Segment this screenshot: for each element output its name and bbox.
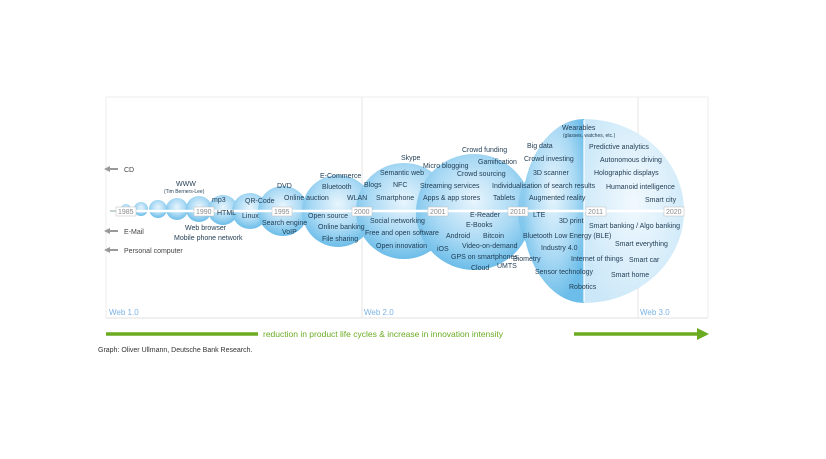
term: Bluetooth [322, 184, 352, 191]
term: LTE [533, 212, 546, 219]
term: File sharing [322, 236, 358, 243]
term: Free and open software [365, 230, 439, 237]
term: (Tim Berners-Lee) [164, 189, 205, 195]
term: Open source [308, 213, 348, 220]
term: Humanoid intelligence [606, 184, 675, 191]
term: Biometry [513, 256, 541, 263]
year-label: 1990 [196, 209, 212, 216]
term: Android [446, 233, 470, 240]
year-label: 2000 [354, 209, 370, 216]
term: NFC [393, 182, 407, 189]
term: Social networking [370, 218, 425, 225]
term: Micro blogging [423, 163, 469, 170]
term: UMTS [497, 263, 517, 270]
term: Linux [242, 213, 259, 220]
term: Industry 4.0 [541, 245, 578, 252]
term: HTML [217, 210, 236, 217]
term: VoIP [282, 229, 297, 236]
term: Open innovation [376, 243, 427, 250]
term: E-Commerce [320, 173, 361, 180]
term: E-Reader [470, 212, 501, 219]
term: iOS [437, 246, 449, 253]
term: DVD [277, 183, 292, 190]
term: Apps & app stores [423, 195, 481, 202]
year-label: 1995 [274, 209, 290, 216]
era-labels: Web 1.0 Web 2.0 Web 3.0 [109, 308, 670, 317]
term: Big data [527, 143, 553, 150]
term: Bitcoin [483, 233, 504, 240]
term: Bluetooth Low Energy (BLE) [523, 233, 611, 240]
term: Smart everything [615, 241, 668, 248]
term: Online auction [284, 195, 329, 202]
term: Crowd investing [524, 156, 574, 163]
term: Holographic displays [594, 170, 659, 177]
term: Crowd sourcing [457, 171, 506, 178]
term: Web browser [185, 225, 227, 232]
bubble [149, 200, 167, 218]
term: Video-on-demand [462, 243, 518, 250]
term: Smart home [611, 272, 649, 279]
left-label-cd: CD [124, 167, 134, 174]
term: Streaming services [420, 183, 480, 190]
term: Autonomous driving [600, 157, 662, 164]
term: QR-Code [245, 198, 275, 205]
term: Internet of things [571, 256, 624, 263]
term: Gamification [478, 159, 517, 166]
term: Mobile phone network [174, 235, 243, 242]
era-label-web2: Web 2.0 [364, 308, 394, 317]
year-label: 2011 [588, 209, 603, 216]
left-label-email: E-Mail [124, 229, 144, 236]
source-credit: Graph: Oliver Ullmann, Deutsche Bank Res… [98, 347, 253, 354]
term: Smart banking / Algo banking [589, 223, 680, 230]
term: Cloud [471, 265, 489, 272]
term: Individualisation of search results [492, 183, 596, 190]
left-label-pc: Personal computer [124, 248, 183, 255]
term: Semantic web [380, 170, 424, 177]
term: Search engine [262, 220, 307, 227]
term: Sensor technology [535, 269, 593, 276]
term: 3D print [559, 218, 584, 225]
term: Skype [401, 155, 421, 162]
term: Augmented reality [529, 195, 586, 202]
term: WWW [176, 181, 196, 188]
term: E-Books [466, 222, 493, 229]
term: Smart city [645, 197, 677, 204]
term: Predictive analytics [589, 144, 649, 151]
term: Robotics [569, 284, 597, 291]
left-labels: CD E-Mail Personal computer [104, 166, 183, 255]
bubble [166, 198, 188, 220]
term: Smart car [629, 257, 660, 264]
term: WLAN [347, 195, 367, 202]
progress-arrow: reduction in product life cycles & incre… [106, 328, 709, 340]
year-labels: 1985 1990 1995 2000 2001 2010 2011 2020 [115, 206, 685, 217]
arrow-caption: reduction in product life cycles & incre… [263, 329, 504, 339]
term: Smartphone [376, 195, 414, 202]
term: 3D scanner [533, 170, 569, 177]
year-label: 2001 [430, 209, 446, 216]
term: Tablets [493, 195, 516, 202]
term: Crowd funding [462, 147, 507, 154]
year-label: 1985 [118, 209, 134, 216]
era-label-web1: Web 1.0 [109, 308, 139, 317]
term: Online banking [318, 224, 365, 231]
term: mp3 [212, 197, 226, 204]
term: GPS on smartphones [451, 254, 518, 261]
term: Blogs [364, 182, 382, 189]
year-label: 2020 [666, 209, 682, 216]
bubble [134, 202, 148, 216]
year-label: 2010 [510, 209, 526, 216]
term: Wearables [562, 125, 596, 132]
term: (glasses, watches, etc.) [563, 133, 616, 139]
technology-terms: WWW (Tim Berners-Lee) Web browser Mobile… [164, 125, 680, 291]
era-label-web3: Web 3.0 [640, 308, 670, 317]
